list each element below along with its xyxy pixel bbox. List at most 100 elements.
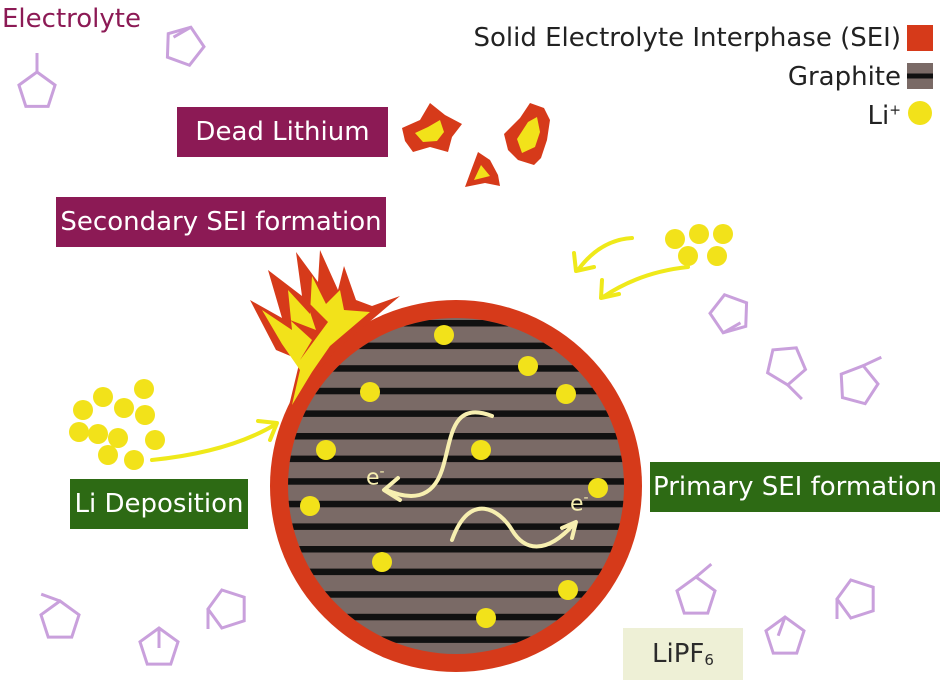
dead-lithium-flake-3 [504, 103, 550, 165]
dead-lithium-core [415, 120, 444, 142]
solvent-molecule-icon [708, 292, 749, 335]
arrow-icon [150, 419, 279, 462]
li-ion-icon [713, 224, 733, 244]
solvent-molecule-icon [765, 346, 808, 401]
secondary-sei-inner [290, 300, 328, 360]
electron-arrowhead [560, 520, 578, 540]
arrow-shaft [576, 236, 634, 272]
graphite-layer [288, 433, 624, 440]
li-ion-icon [93, 387, 113, 407]
li-ion-icon [556, 384, 576, 404]
arrow-shaft [150, 422, 278, 462]
legend-sei-text: Solid Electrolyte Interphase (SEI) [473, 23, 902, 53]
legend-graphite-text: Graphite [787, 62, 901, 92]
arrow-icon [599, 265, 690, 300]
electron-left-label: e- [366, 464, 385, 490]
graphite-layer [288, 613, 624, 621]
graphite-layer [288, 387, 624, 395]
arrow-head [572, 251, 596, 273]
solvent-tail [40, 592, 61, 603]
primary-sei-label: Primary SEI formation [650, 462, 940, 512]
solvent-molecule-icon [764, 615, 806, 655]
dead-lithium-flake-2 [465, 152, 500, 187]
dead-lithium-core [517, 117, 540, 153]
solvent-tail [172, 25, 192, 39]
solvent-molecule-icon [206, 588, 246, 630]
electron-right-label: e- [570, 490, 589, 516]
graphite-layer [288, 455, 624, 463]
li-ion-icon [300, 496, 320, 516]
li-ion-icon [558, 580, 578, 600]
legend-li-sup: + [889, 102, 901, 119]
dead-lithium-label: Dead Lithium [177, 107, 388, 157]
arrow-shaft [601, 265, 690, 299]
solvent-tail [862, 355, 882, 368]
graphite-layer [288, 500, 624, 508]
li-ion-icon [73, 400, 93, 420]
lipf6-label: LiPF 6 [623, 628, 743, 680]
electron-path [450, 506, 576, 549]
solvent-tail [776, 616, 787, 637]
graphite-layer [288, 636, 624, 643]
li-ion-icon [316, 440, 336, 460]
solvent-ring [764, 615, 806, 655]
electrolyte-label: Electrolyte [2, 4, 141, 34]
solvent-molecule-icon [39, 592, 81, 639]
dead-lithium-core [474, 165, 490, 180]
li-ion-icon [134, 379, 154, 399]
graphite-layer [288, 365, 624, 372]
solvent-ring [675, 575, 717, 615]
li-ion-icon [689, 224, 709, 244]
solvent-molecule-icon [17, 53, 57, 108]
solvent-molecule-icon [835, 578, 875, 620]
li-ion-icon [678, 246, 698, 266]
li-ion-icon [588, 478, 608, 498]
solvent-molecule-icon [839, 355, 882, 406]
li-ion-icon [434, 325, 454, 345]
solvent-ring [165, 25, 206, 68]
li-ion-icon [98, 445, 118, 465]
solvent-ring [835, 578, 875, 620]
solvent-molecule-icon [165, 25, 206, 68]
electron-left-sup: - [379, 464, 385, 480]
legend-graphite-stripe [907, 73, 933, 79]
electron-left-base: e [366, 465, 380, 491]
li-ion-icon [108, 428, 128, 448]
arrow-head [256, 419, 279, 442]
solvent-ring [206, 588, 246, 630]
legend-li-base: Li [867, 101, 890, 131]
secondary-sei-growth [250, 250, 400, 410]
legend-li-swatch [908, 101, 932, 125]
electron-icon [450, 506, 578, 549]
arrow-head [599, 278, 621, 300]
solvent-molecule-icon [138, 626, 180, 666]
graphite-layer [288, 478, 624, 485]
dead-lithium-flake-1 [402, 103, 462, 152]
li-ion-icon [518, 356, 538, 376]
solvent-ring [708, 292, 749, 335]
electron-arrowhead [382, 476, 402, 502]
electron-right-sup: - [583, 490, 589, 506]
solvent-ring [17, 70, 57, 108]
graphite-layer [288, 410, 624, 417]
solvent-ring [839, 363, 880, 406]
lipf6-sub: 6 [704, 650, 714, 669]
electron-right-base: e [570, 491, 584, 517]
electron-icon [382, 410, 494, 502]
li-ion-icon [476, 608, 496, 628]
li-ion-icon [69, 422, 89, 442]
legend-sei-swatch [907, 25, 933, 51]
solvent-ring [138, 626, 180, 666]
solvent-tail [722, 321, 742, 335]
solvent-ring [765, 346, 808, 387]
graphite-layer [288, 546, 624, 553]
li-ion-icon [665, 229, 685, 249]
legend-li-text: Li+ [868, 101, 901, 131]
solvent-tail [786, 383, 803, 401]
secondary-sei-lithium [262, 276, 370, 405]
graphite-layer [288, 342, 624, 350]
solvent-molecule-icon [675, 562, 717, 615]
li-ion-icon [135, 405, 155, 425]
